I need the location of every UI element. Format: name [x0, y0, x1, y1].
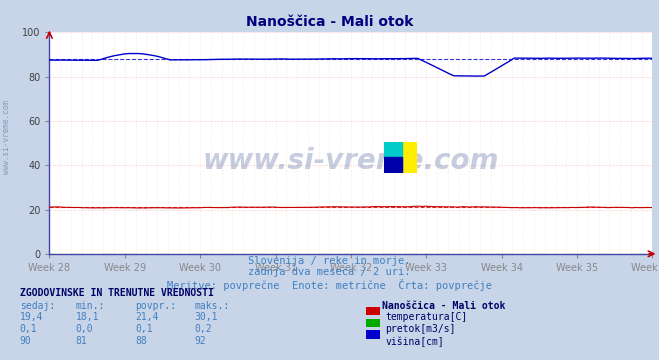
Text: 0,1: 0,1: [135, 324, 153, 334]
Text: www.si-vreme.com: www.si-vreme.com: [203, 147, 499, 175]
Text: 21,4: 21,4: [135, 312, 159, 323]
Text: povpr.:: povpr.:: [135, 301, 176, 311]
Text: Meritve: povprečne  Enote: metrične  Črta: povprečje: Meritve: povprečne Enote: metrične Črta:…: [167, 279, 492, 291]
Text: sedaj:: sedaj:: [20, 301, 55, 311]
Text: 18,1: 18,1: [76, 312, 100, 323]
Text: 19,4: 19,4: [20, 312, 43, 323]
Text: Nanoščica - Mali otok: Nanoščica - Mali otok: [382, 301, 505, 311]
Text: 90: 90: [20, 336, 32, 346]
Text: 81: 81: [76, 336, 88, 346]
Bar: [384, 157, 403, 173]
Text: 0,1: 0,1: [20, 324, 38, 334]
Text: 0,2: 0,2: [194, 324, 212, 334]
Text: pretok[m3/s]: pretok[m3/s]: [386, 324, 456, 334]
Text: 88: 88: [135, 336, 147, 346]
Text: višina[cm]: višina[cm]: [386, 336, 444, 347]
Bar: [384, 142, 403, 173]
Text: www.si-vreme.com: www.si-vreme.com: [2, 100, 11, 174]
Text: Slovenija / reke in morje.: Slovenija / reke in morje.: [248, 256, 411, 266]
Text: ZGODOVINSKE IN TRENUTNE VREDNOSTI: ZGODOVINSKE IN TRENUTNE VREDNOSTI: [20, 288, 214, 298]
Text: 30,1: 30,1: [194, 312, 218, 323]
Text: maks.:: maks.:: [194, 301, 229, 311]
Text: zadnja dva meseca / 2 uri.: zadnja dva meseca / 2 uri.: [248, 267, 411, 277]
Text: Nanoščica - Mali otok: Nanoščica - Mali otok: [246, 15, 413, 29]
Text: 92: 92: [194, 336, 206, 346]
Text: 0,0: 0,0: [76, 324, 94, 334]
Text: temperatura[C]: temperatura[C]: [386, 312, 468, 323]
Text: min.:: min.:: [76, 301, 105, 311]
